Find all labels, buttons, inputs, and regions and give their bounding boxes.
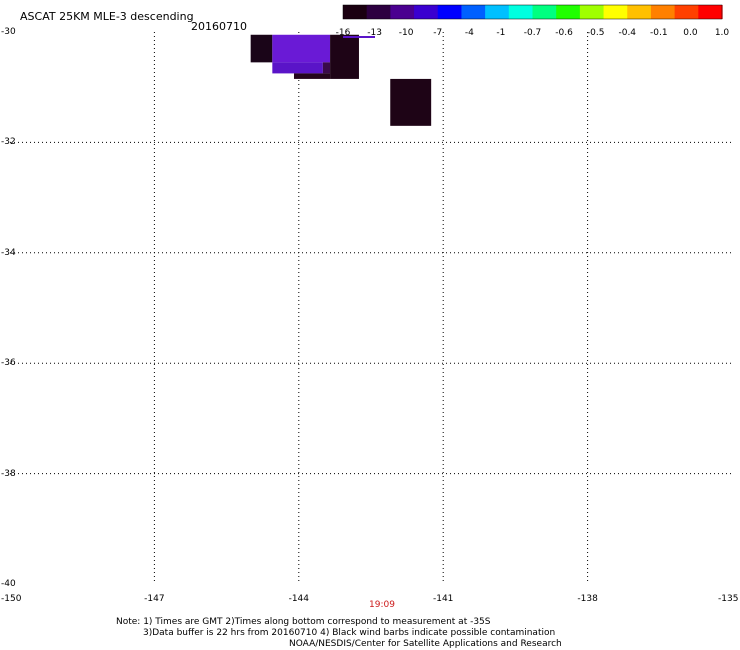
- colorbar-label: -0.4: [618, 28, 637, 38]
- data-cell: [330, 34, 359, 79]
- colorbar: [342, 4, 723, 38]
- colorbar-swatch: [366, 5, 391, 19]
- colorbar-swatch: [603, 5, 628, 19]
- colorbar-label: -10: [398, 28, 414, 38]
- lat-tick-label: -34: [1, 247, 16, 258]
- colorbar-swatch: [437, 5, 463, 19]
- colorbar-label: -7: [433, 28, 443, 38]
- colorbar-label: -0.7: [523, 28, 542, 38]
- lon-tick-label: -135: [718, 594, 739, 604]
- lat-tick-label: -38: [1, 468, 16, 479]
- lat-tick-label: -36: [1, 358, 16, 369]
- colorbar-swatch: [698, 5, 723, 19]
- colorbar-swatch: [532, 5, 557, 19]
- colorbar-swatch: [485, 5, 510, 19]
- colorbar-swatch: [674, 5, 699, 19]
- colorbar-label: -0.6: [555, 28, 573, 38]
- colorbar-swatch: [390, 5, 415, 19]
- lat-tick-label: -32: [1, 137, 16, 148]
- data-cell: [250, 34, 273, 63]
- data-cells: [250, 34, 432, 126]
- data-cell: [272, 62, 323, 74]
- lon-tick-label: -138: [577, 594, 598, 604]
- note-line-1: Note: 1) Times are GMT 2)Times along bot…: [116, 617, 491, 627]
- data-cell: [322, 62, 331, 74]
- data-cell: [390, 78, 432, 126]
- colorbar-label: -0.1: [650, 28, 668, 38]
- colorbar-swatch: [579, 5, 605, 19]
- colorbar-swatch: [461, 5, 486, 19]
- colorbar-swatch: [650, 5, 676, 19]
- colorbar-label: -4: [464, 28, 474, 38]
- lat-tick-label: -30: [1, 27, 16, 37]
- colorbar-swatch: [508, 5, 534, 19]
- colorbar-label: -1: [496, 28, 506, 38]
- colorbar-label: -13: [367, 28, 382, 38]
- colorbar-label: -16: [335, 28, 351, 38]
- colorbar-swatch: [414, 5, 439, 19]
- lon-tick-label: -141: [432, 594, 454, 604]
- colorbar-label: 0.0: [683, 28, 698, 38]
- data-cell: [272, 34, 331, 63]
- lon-tick-label: -147: [144, 594, 165, 604]
- map-title: ASCAT 25KM MLE-3 descending: [20, 10, 194, 23]
- colorbar-label: -0.5: [586, 28, 605, 38]
- colorbar-border: [342, 4, 723, 20]
- data-cell: [293, 73, 331, 79]
- lon-tick-label: -150: [1, 594, 22, 604]
- lat-lon-grid: [10, 32, 732, 584]
- colorbar-swatch: [556, 5, 581, 19]
- note-line-3: NOAA/NESDIS/Center for Satellite Applica…: [289, 639, 562, 649]
- colorbar-label: 1.0: [714, 28, 730, 38]
- lat-tick-label: -40: [1, 579, 16, 589]
- colorbar-swatch: [627, 5, 652, 19]
- map-date: 20160710: [191, 20, 247, 33]
- lon-tick-label: -144: [288, 594, 310, 604]
- note-line-2: 3)Data buffer is 22 hrs from 20160710 4)…: [143, 628, 556, 638]
- time-label: 19:09: [369, 600, 395, 610]
- colorbar-swatch: [343, 5, 368, 19]
